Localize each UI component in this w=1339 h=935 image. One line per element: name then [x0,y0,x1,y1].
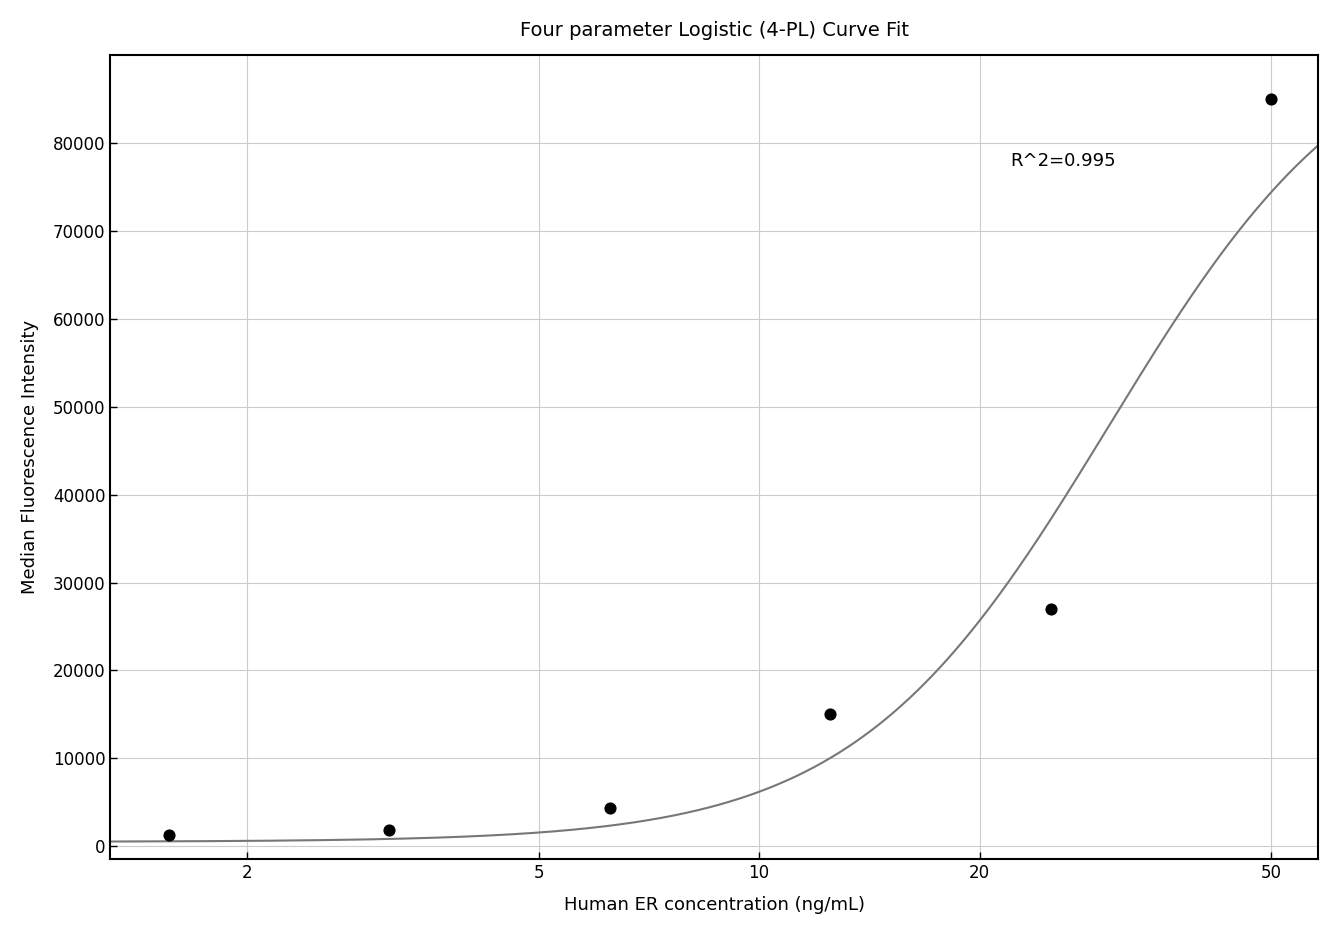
Text: R^2=0.995: R^2=0.995 [1010,152,1115,170]
Point [819,707,841,722]
Point [1040,601,1062,616]
Y-axis label: Median Fluorescence Intensity: Median Fluorescence Intensity [21,321,39,595]
X-axis label: Human ER concentration (ng/mL): Human ER concentration (ng/mL) [564,896,865,914]
Point [1260,92,1281,107]
Title: Four parameter Logistic (4-PL) Curve Fit: Four parameter Logistic (4-PL) Curve Fit [520,21,909,40]
Point [379,823,400,838]
Point [158,827,179,842]
Point [599,801,620,816]
